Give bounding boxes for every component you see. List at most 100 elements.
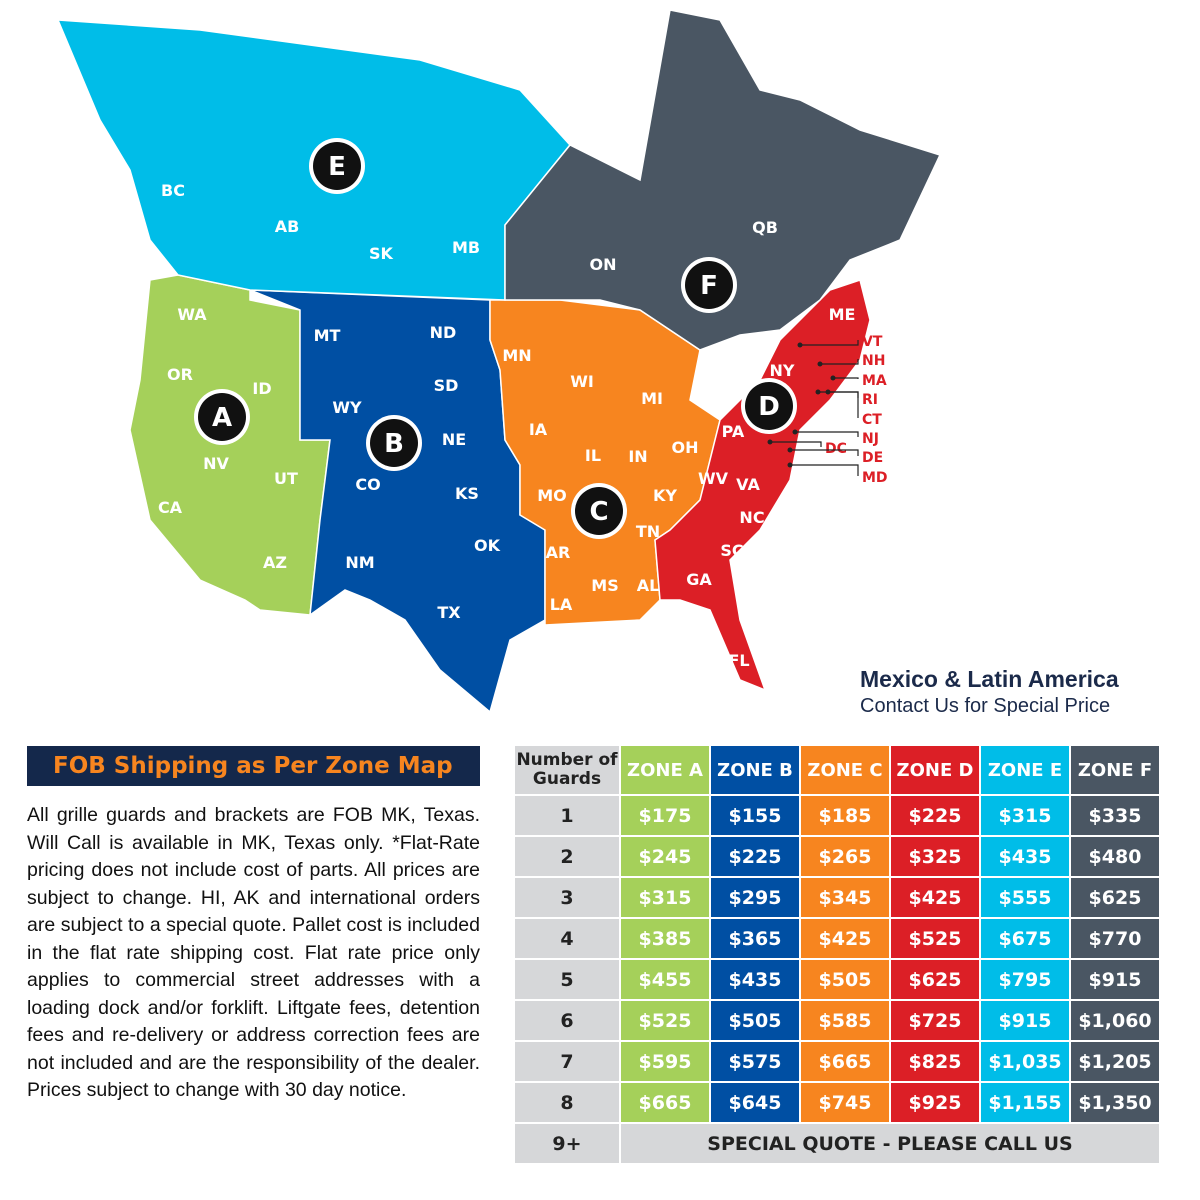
price-cell-zone-b: $575 [711,1042,799,1081]
guard-count: 7 [515,1042,619,1081]
callout-dot [767,439,773,445]
zone-letter: E [328,152,346,182]
state-label-dc: DC [825,441,847,457]
callout-dot [787,462,793,468]
state-label-ut: UT [274,469,298,488]
callout-dot [797,342,803,348]
state-label-mi: MI [641,389,663,408]
info-title: FOB Shipping as Per Zone Map [27,746,480,786]
state-label-on: ON [590,255,617,274]
state-label-co: CO [355,475,380,494]
state-label-de: DE [862,450,883,466]
callout-dot [787,447,793,453]
state-label-nm: NM [345,553,374,572]
price-cell-zone-f: $625 [1071,878,1159,917]
state-label-ok: OK [474,536,501,555]
price-cell-zone-f: $770 [1071,919,1159,958]
state-label-ct: CT [862,412,882,428]
callout-line [833,377,859,379]
price-cell-zone-e: $315 [981,796,1069,835]
state-label-wa: WA [177,305,207,324]
price-cell-zone-e: $675 [981,919,1069,958]
price-cell-zone-d: $525 [891,919,979,958]
guard-count: 3 [515,878,619,917]
state-label-wy: WY [332,398,362,417]
price-cell-zone-a: $175 [621,796,709,835]
state-label-ga: GA [686,570,712,589]
price-cell-zone-c: $505 [801,960,889,999]
zone-letter: A [212,403,232,433]
state-label-nd: ND [430,323,457,342]
zone-letter: B [384,429,404,459]
state-label-tn: TN [636,522,660,541]
state-label-ia: IA [529,420,548,439]
price-cell-zone-a: $455 [621,960,709,999]
zone-f-region [504,9,942,351]
price-cell-zone-c: $665 [801,1042,889,1081]
zone-marker-d [745,382,793,430]
zone-letter: F [700,271,718,301]
guard-count: 4 [515,919,619,958]
callout-line [818,391,859,418]
table-row: 6 $525 $505 $585 $725 $915 $1,060 [515,1001,1159,1040]
table-row: 3 $315 $295 $345 $425 $555 $625 [515,878,1159,917]
price-cell-zone-b: $225 [711,837,799,876]
state-label-sd: SD [434,376,459,395]
price-cell-zone-c: $265 [801,837,889,876]
price-cell-zone-f: $335 [1071,796,1159,835]
state-label-fl: FL [728,651,749,670]
table-row: 8 $665 $645 $745 $925 $1,155 $1,350 [515,1083,1159,1122]
state-label-wv: WV [698,469,729,488]
callout-dot [815,389,821,395]
state-label-ar: AR [546,543,571,562]
state-label-qb: QB [752,218,778,237]
price-cell-zone-f: $1,350 [1071,1083,1159,1122]
price-cell-zone-f: $1,060 [1071,1001,1159,1040]
table-row: 7 $595 $575 $665 $825 $1,035 $1,205 [515,1042,1159,1081]
header-number-of-guards: Number of Guards [515,746,619,794]
zone-map: WA OR ID NV CA UT AZ A MT ND SD WY NE CO KS NM OK TX B MN WI… [56,9,942,714]
price-cell-zone-d: $725 [891,1001,979,1040]
table-row: 2 $245 $225 $265 $325 $435 $480 [515,837,1159,876]
state-label-ne: NE [442,430,466,449]
state-label-mb: MB [452,238,480,257]
header-zone-e: ZONE E [981,746,1069,794]
header-zone-b: ZONE B [711,746,799,794]
guard-count: 1 [515,796,619,835]
zone-letter: C [589,497,608,527]
state-label-id: ID [252,379,271,398]
state-label-me: ME [829,305,856,324]
guard-count: 6 [515,1001,619,1040]
price-cell-zone-d: $225 [891,796,979,835]
mexico-subtitle: Contact Us for Special Price [860,695,1111,717]
price-cell-zone-a: $595 [621,1042,709,1081]
table-row: 4 $385 $365 $425 $525 $675 $770 [515,919,1159,958]
state-label-ma: MA [862,373,887,389]
guard-count: 5 [515,960,619,999]
callout-line [770,441,822,447]
state-label-md: MD [862,470,888,486]
state-label-ab: AB [275,217,300,236]
price-cell-zone-f: $915 [1071,960,1159,999]
header-zone-c: ZONE C [801,746,889,794]
table-row-special: 9+ SPECIAL QUOTE - PLEASE CALL US [515,1124,1159,1163]
callout-line [800,340,859,346]
guard-count: 2 [515,837,619,876]
price-cell-zone-a: $525 [621,1001,709,1040]
price-cell-zone-d: $925 [891,1083,979,1122]
price-cell-zone-e: $915 [981,1001,1069,1040]
price-cell-zone-b: $365 [711,919,799,958]
price-cell-zone-f: $480 [1071,837,1159,876]
state-label-oh: OH [672,438,699,457]
state-label-mn: MN [502,346,531,365]
zone-marker-c [575,487,623,535]
zone-letter: D [758,392,780,422]
state-label-ny: NY [770,361,795,380]
price-cell-zone-b: $295 [711,878,799,917]
state-label-sk: SK [369,244,394,263]
callout-line [790,464,859,476]
price-cell-zone-f: $1,205 [1071,1042,1159,1081]
state-label-ms: MS [591,576,618,595]
price-cell-zone-d: $825 [891,1042,979,1081]
state-label-tx: TX [437,603,461,622]
